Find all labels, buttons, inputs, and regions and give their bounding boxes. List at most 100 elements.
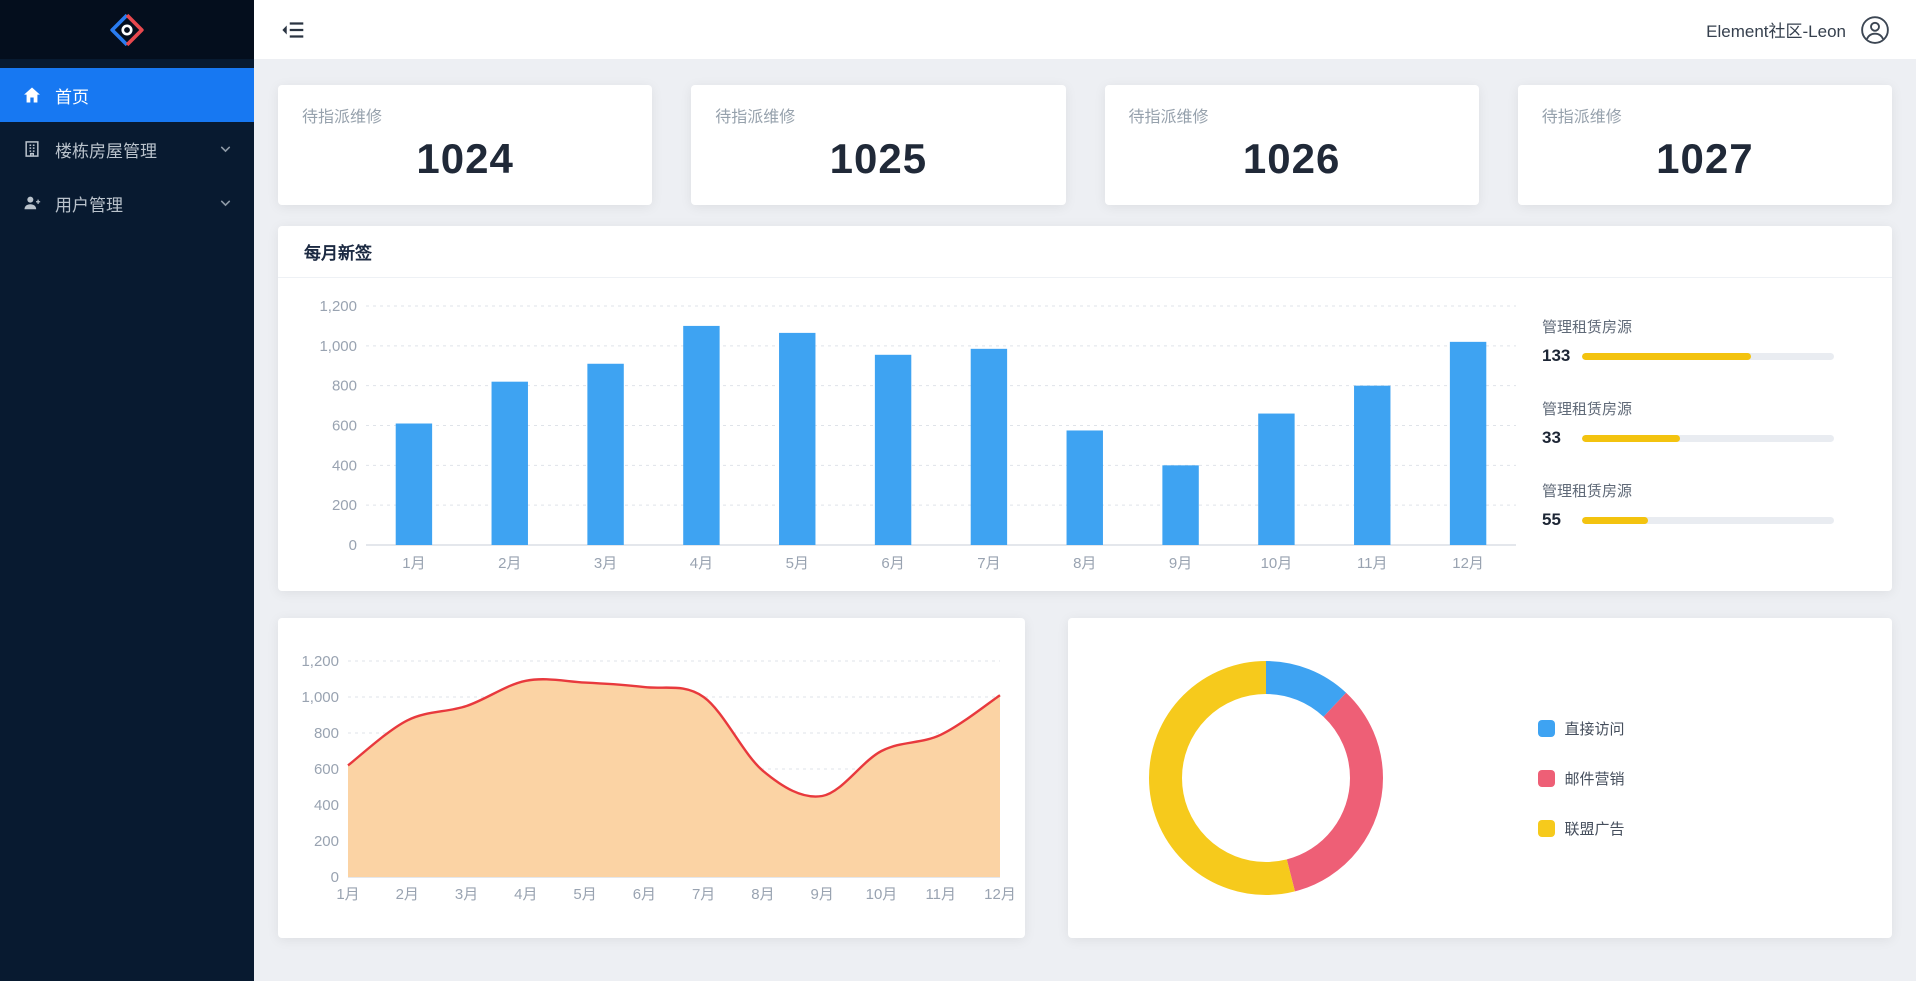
legend-label: 联盟广告 [1564,820,1625,838]
progress-value: 33 [1542,428,1561,447]
svg-text:4月: 4月 [514,886,537,903]
sidebar-item-label: 首页 [55,87,89,107]
stat-card-value: 1026 [1242,135,1341,182]
logo[interactable] [0,0,254,59]
svg-text:7月: 7月 [977,555,1000,572]
collapse-sidebar-button[interactable] [280,17,306,43]
svg-text:1,200: 1,200 [302,653,340,670]
sidebar-item-label: 楼栋房屋管理 [55,141,157,161]
logo-icon [110,13,144,46]
svg-text:1月: 1月 [402,555,425,572]
progress-bar-fill [1582,352,1751,360]
main-content: 待指派维修 1024 待指派维修 1025 待指派维修 1026 待指派维修 1… [254,59,1916,981]
progress-bar-fill [1582,516,1648,524]
donut-chart-card: 直接访问邮件营销联盟广告 [1067,618,1892,938]
progress-bar [1582,434,1834,442]
svg-text:8月: 8月 [751,886,774,903]
svg-text:11月: 11月 [1357,555,1388,572]
stat-card-title: 待指派维修 [1128,109,1209,126]
svg-text:5月: 5月 [574,886,597,903]
stat-card: 待指派维修 1026 [1104,85,1479,205]
donut-legend: 直接访问邮件营销联盟广告 [1537,718,1625,839]
home-icon [24,87,40,103]
progress-row: 33 [1542,428,1834,448]
sidebar-menu: 首页 楼栋房屋管理 用户管理 [0,59,254,230]
svg-text:400: 400 [314,797,339,814]
svg-text:400: 400 [332,457,357,474]
svg-text:1,000: 1,000 [319,338,357,355]
legend-item[interactable]: 直接访问 [1537,718,1625,739]
progress-row: 55 [1542,510,1834,530]
stat-card-title: 待指派维修 [302,109,383,126]
monthly-panel-title: 每月新签 [278,226,1892,278]
progress-bar [1582,352,1834,360]
monthly-panel-body: 0 200 400 600 800 1,000 1,200 1月 2月 3月 4月 5月 6月 7月 8月 9… [278,278,1892,591]
svg-text:12月: 12月 [1452,555,1484,572]
svg-text:11月: 11月 [926,886,957,903]
svg-text:1,200: 1,200 [319,298,357,315]
stat-card-title: 待指派维修 [1541,109,1622,126]
progress-label: 管理租赁房源 [1542,483,1633,500]
progress-list: 管理租赁房源 133 管理租赁房源 33 管理租赁房源 55 [1534,292,1834,577]
progress-value: 55 [1542,510,1561,529]
progress-value: 133 [1542,346,1571,365]
svg-text:1月: 1月 [337,886,360,903]
header: Element社区-Leon [254,0,1916,59]
sidebar-item-buildings[interactable]: 楼栋房屋管理 [0,122,254,176]
content-column: Element社区-Leon 待指派维修 1024 待指派维修 1025 [254,0,1916,981]
chevron-down-icon [220,200,231,206]
svg-text:5月: 5月 [786,555,809,572]
area-chart-card: 0 200 400 600 800 1,000 1,200 1月 2月 3月 4月 5月 6月 7月 8月 9… [278,618,1025,938]
chevron-down-icon [220,146,231,152]
stat-card-value: 1025 [829,135,928,182]
stat-card: 待指派维修 1024 [278,85,653,205]
username: Element社区-Leon [1706,22,1846,41]
svg-text:10月: 10月 [1261,555,1293,572]
svg-text:9月: 9月 [1169,555,1192,572]
svg-text:800: 800 [332,378,357,395]
svg-text:12月: 12月 [984,886,1016,903]
monthly-area-chart: 0 200 400 600 800 1,000 1,200 1月 2月 3月 4月 5月 6月 7月 8月 9… [302,653,1016,903]
stat-card-value: 1027 [1656,135,1754,182]
progress-bar [1582,516,1834,524]
bottom-charts-row: 0 200 400 600 800 1,000 1,200 1月 2月 3月 4月 5月 6月 7月 8月 9… [278,618,1892,938]
stat-card: 待指派维修 1027 [1517,85,1892,205]
stat-card-title: 待指派维修 [715,109,796,126]
sidebar-item-users[interactable]: 用户管理 [0,176,254,230]
building-icon [25,141,39,157]
progress-item: 管理租赁房源 133 [1542,316,1834,366]
progress-label: 管理租赁房源 [1542,401,1633,418]
stat-card-value: 1024 [416,135,514,182]
svg-text:8月: 8月 [1073,555,1096,572]
svg-text:6月: 6月 [881,555,904,572]
svg-text:10月: 10月 [866,886,898,903]
progress-item: 管理租赁房源 33 [1542,398,1834,448]
sidebar-item-home[interactable]: 首页 [0,68,254,122]
svg-text:3月: 3月 [594,555,617,572]
svg-text:4月: 4月 [690,555,713,572]
legend-swatch [1537,719,1555,737]
user-add-icon [24,196,41,210]
svg-text:2月: 2月 [498,555,521,572]
sidebar: 首页 楼栋房屋管理 用户管理 [0,0,254,981]
svg-text:200: 200 [332,497,357,514]
svg-text:6月: 6月 [633,886,656,903]
svg-text:600: 600 [332,418,357,435]
legend-label: 邮件营销 [1564,770,1625,788]
svg-text:9月: 9月 [811,886,834,903]
progress-bar-fill [1582,434,1681,442]
svg-text:200: 200 [314,833,339,850]
progress-item: 管理租赁房源 55 [1542,480,1834,530]
svg-text:0: 0 [349,537,357,554]
header-user-menu[interactable]: Element社区-Leon [1706,15,1890,45]
svg-text:2月: 2月 [396,886,419,903]
legend-item[interactable]: 联盟广告 [1537,818,1625,839]
traffic-donut-chart [1148,661,1383,895]
legend-swatch [1537,769,1555,787]
legend-item[interactable]: 邮件营销 [1537,768,1625,789]
legend-label: 直接访问 [1564,720,1625,738]
svg-text:0: 0 [331,869,339,886]
stat-cards-row: 待指派维修 1024 待指派维修 1025 待指派维修 1026 待指派维修 1… [278,85,1892,205]
stat-card: 待指派维修 1025 [691,85,1066,205]
